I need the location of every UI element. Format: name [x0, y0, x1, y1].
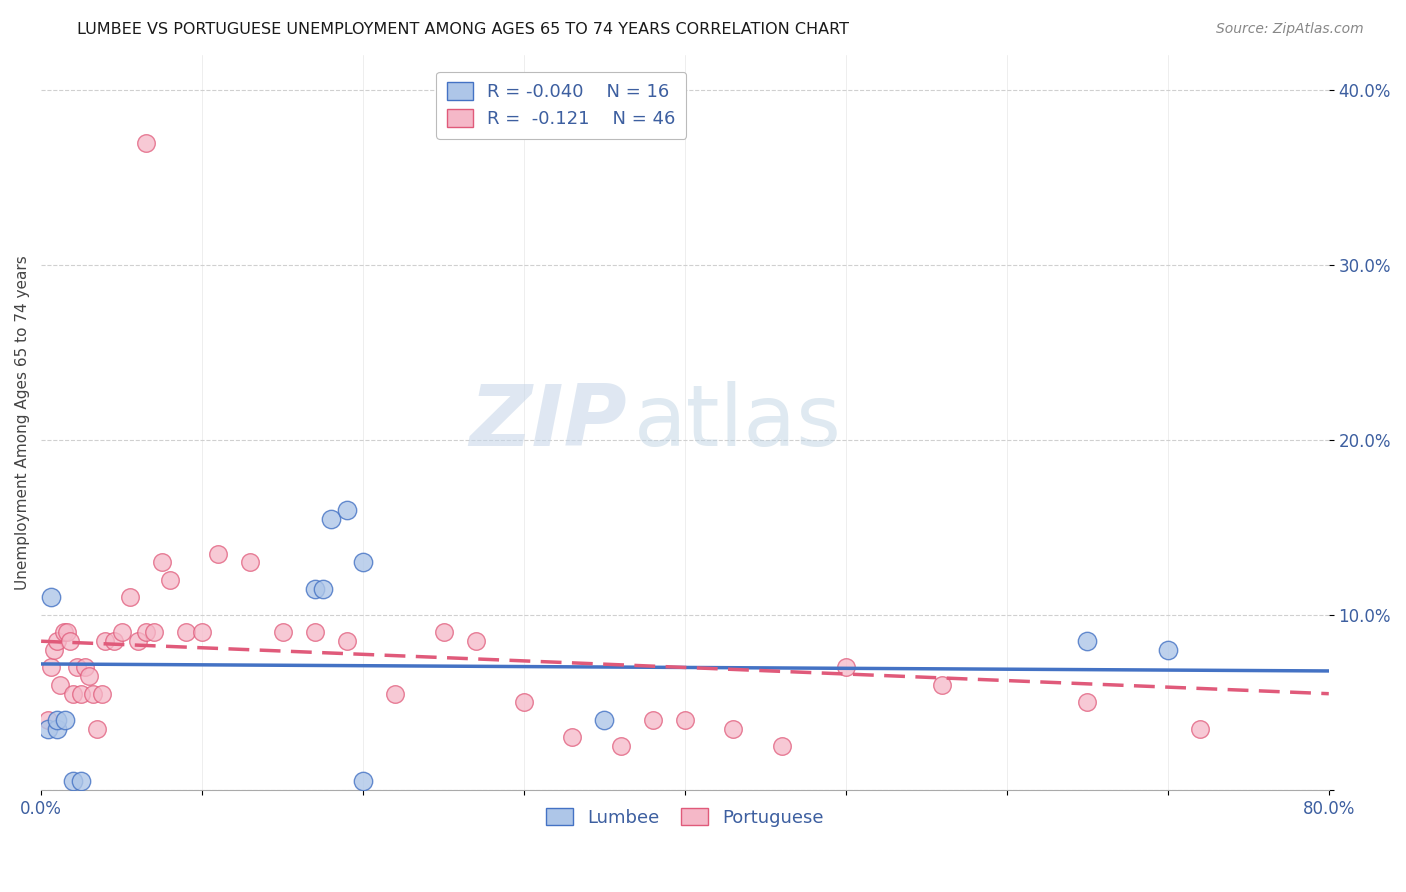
Point	[1157, 643, 1180, 657]
Point	[336, 634, 359, 648]
Point	[304, 582, 326, 596]
Legend: Lumbee, Portuguese: Lumbee, Portuguese	[537, 799, 834, 836]
Point	[1188, 722, 1211, 736]
Point	[37, 722, 59, 736]
Point	[46, 634, 69, 648]
Point	[46, 722, 69, 736]
Point	[384, 687, 406, 701]
Point	[70, 687, 93, 701]
Point	[65, 660, 87, 674]
Point	[561, 731, 583, 745]
Text: LUMBEE VS PORTUGUESE UNEMPLOYMENT AMONG AGES 65 TO 74 YEARS CORRELATION CHART: LUMBEE VS PORTUGUESE UNEMPLOYMENT AMONG …	[77, 22, 849, 37]
Point	[62, 687, 84, 701]
Y-axis label: Unemployment Among Ages 65 to 74 years: Unemployment Among Ages 65 to 74 years	[15, 255, 30, 590]
Point	[37, 713, 59, 727]
Point	[673, 713, 696, 727]
Text: Source: ZipAtlas.com: Source: ZipAtlas.com	[1216, 22, 1364, 37]
Point	[239, 556, 262, 570]
Point	[56, 625, 79, 640]
Point	[931, 678, 953, 692]
Point	[207, 547, 229, 561]
Point	[159, 573, 181, 587]
Point	[271, 625, 294, 640]
Point	[39, 660, 62, 674]
Point	[103, 634, 125, 648]
Point	[91, 687, 114, 701]
Point	[319, 512, 342, 526]
Point	[135, 625, 157, 640]
Point	[118, 591, 141, 605]
Point	[59, 634, 82, 648]
Point	[62, 774, 84, 789]
Point	[46, 713, 69, 727]
Point	[127, 634, 149, 648]
Point	[94, 634, 117, 648]
Point	[352, 556, 374, 570]
Point	[135, 136, 157, 150]
Point	[191, 625, 214, 640]
Text: ZIP: ZIP	[470, 381, 627, 464]
Point	[1076, 634, 1098, 648]
Point	[39, 591, 62, 605]
Point	[53, 713, 76, 727]
Point	[174, 625, 197, 640]
Point	[49, 678, 72, 692]
Point	[641, 713, 664, 727]
Point	[52, 625, 75, 640]
Point	[42, 643, 65, 657]
Point	[1076, 695, 1098, 709]
Point	[70, 774, 93, 789]
Point	[352, 774, 374, 789]
Point	[609, 739, 631, 754]
Point	[464, 634, 486, 648]
Point	[73, 660, 96, 674]
Point	[110, 625, 132, 640]
Point	[79, 669, 101, 683]
Text: atlas: atlas	[634, 381, 841, 464]
Point	[86, 722, 108, 736]
Point	[770, 739, 793, 754]
Point	[82, 687, 104, 701]
Point	[432, 625, 454, 640]
Point	[593, 713, 616, 727]
Point	[150, 556, 173, 570]
Point	[723, 722, 745, 736]
Point	[304, 625, 326, 640]
Point	[513, 695, 536, 709]
Point	[835, 660, 858, 674]
Point	[336, 503, 359, 517]
Point	[142, 625, 165, 640]
Point	[312, 582, 335, 596]
